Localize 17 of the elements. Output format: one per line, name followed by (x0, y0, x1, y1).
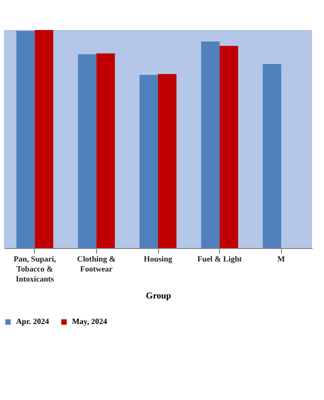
bar (96, 53, 115, 248)
x-tick-label: M (277, 254, 286, 264)
bar (140, 74, 158, 248)
legend-label: Apr. 2024 (16, 317, 50, 326)
x-tick-label: Fuel & Light (197, 254, 242, 264)
x-tick-label: Clothing & Footwear (77, 254, 116, 274)
x-tick-label: Pan, Supari, Tobacco & Intoxicants (14, 254, 56, 284)
bar (78, 54, 96, 248)
legend-label: May, 2024 (72, 317, 108, 326)
bar (34, 30, 54, 248)
x-axis-title: Group (146, 290, 172, 300)
bar (158, 74, 176, 248)
bar (16, 30, 35, 248)
x-tick-label: Housing (144, 254, 172, 264)
bar (262, 64, 282, 248)
bar (201, 42, 220, 248)
bar (220, 46, 238, 248)
